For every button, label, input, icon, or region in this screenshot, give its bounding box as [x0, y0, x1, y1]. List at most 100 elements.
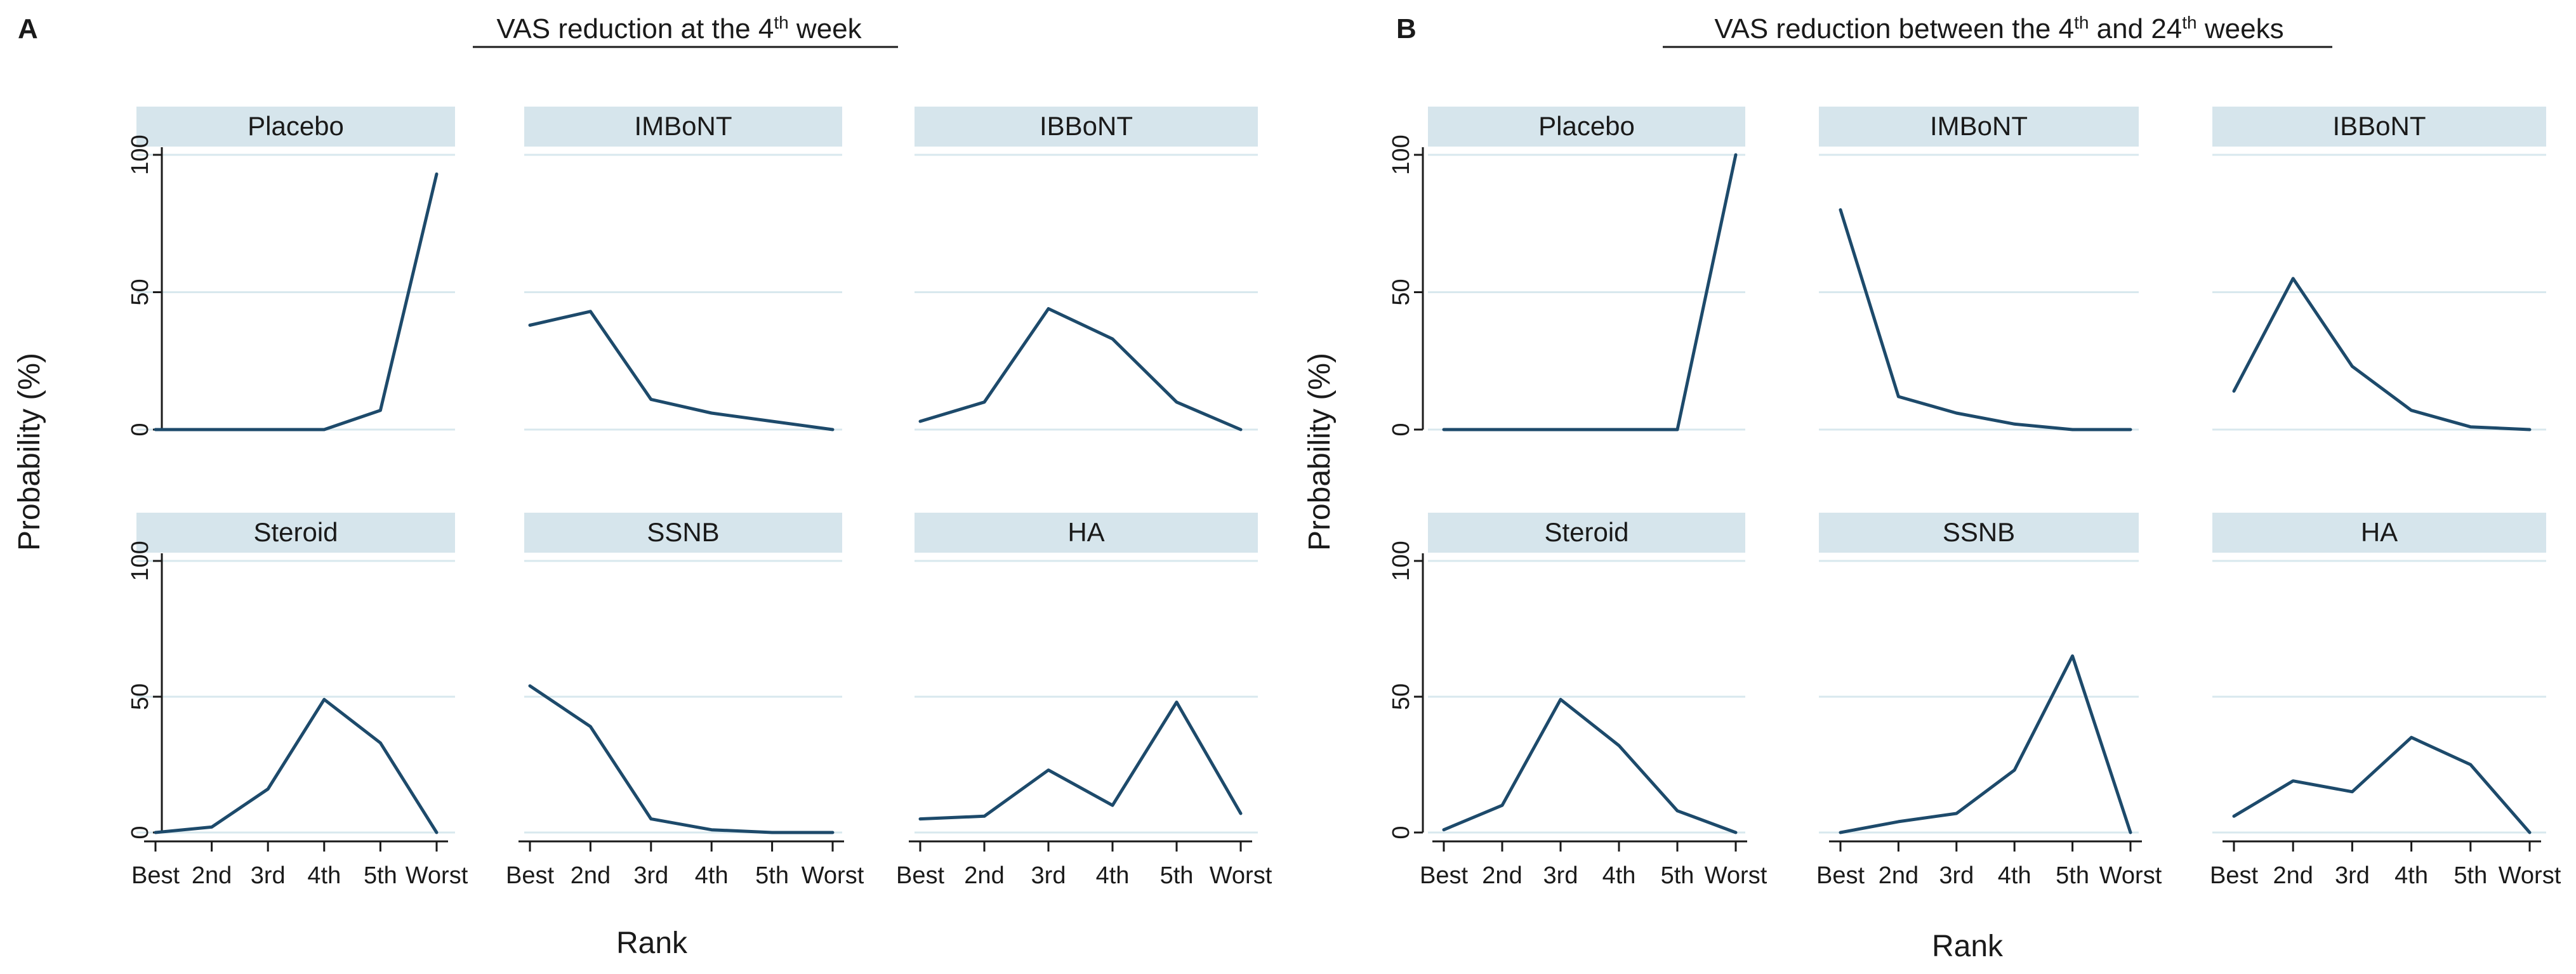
x-tick-label: 2nd [1482, 862, 1522, 889]
facet-strip [1428, 513, 1745, 553]
series-line-imbont [528, 310, 835, 431]
series-line-ha [918, 701, 1243, 821]
series-line-ibbont [918, 307, 1243, 431]
x-tick-label: 2nd [964, 862, 1004, 889]
y-axis-title: Probability (%) [1303, 353, 1337, 551]
y-axis-title: Probability (%) [13, 353, 46, 551]
subplot-ha: HA Best 2nd 3rd 4th 5th Worst [896, 513, 1272, 889]
subplot-ibbont: IBBoNT [915, 107, 1258, 431]
facet-label: IMBoNT [634, 111, 732, 141]
panel-title: VAS reduction at the 4th week [496, 13, 862, 45]
facet-label: IMBoNT [1930, 111, 2028, 141]
figure-panel-a: A VAS reduction at the 4th week Probabilit… [13, 13, 1272, 961]
title-text: VAS reduction between the 4 [1714, 13, 2074, 44]
x-tick-label: 3rd [1031, 862, 1066, 889]
title-text: weeks [2197, 13, 2284, 44]
y-tick-label: 50 [1388, 279, 1415, 305]
y-tick-label: 0 [1388, 423, 1415, 436]
y-tick-label: 0 [127, 423, 154, 436]
y-tick-label: 100 [127, 541, 154, 581]
facet-strip [524, 107, 842, 147]
title-superscript: th [774, 13, 788, 32]
series-line-imbont [1839, 208, 2132, 431]
subplot-imbont: IMBoNT [524, 107, 842, 431]
subplot-ssnb: SSNB Best 2nd 3rd 4th 5th Worst [1816, 513, 2162, 889]
facet-label: SSNB [647, 517, 719, 547]
x-tick-label: 4th [2394, 862, 2428, 889]
x-tick-label: 4th [1998, 862, 2031, 889]
panel-letter: B [1396, 13, 1417, 44]
x-tick-label: 3rd [251, 862, 286, 889]
subplot-imbont: IMBoNT [1819, 107, 2139, 431]
subplot-steroid: Steroid 0 50 100 Best 2nd 3rd 4th 5th Worst [1388, 513, 1767, 889]
series-line-ha [2232, 735, 2532, 834]
title-superscript: th [2182, 13, 2196, 32]
x-tick-label: 5th [755, 862, 789, 889]
x-axis-title: Rank [616, 926, 688, 960]
subplot-steroid: Steroid 0 50 100 Best 2nd 3rd 4th 5th Worst [127, 513, 468, 889]
x-tick-label: 5th [2056, 862, 2089, 889]
x-tick-label: 3rd [1543, 862, 1578, 889]
facet-label: Steroid [253, 517, 338, 547]
x-tick-label: Best [1816, 862, 1865, 889]
y-tick-label: 100 [127, 135, 154, 174]
x-tick-label: 3rd [633, 862, 668, 889]
series-line-placebo [154, 172, 439, 431]
facet-strip [524, 513, 842, 553]
facet-strip [915, 107, 1258, 147]
facet-label: HA [2361, 517, 2398, 547]
x-tick-label: Best [131, 862, 180, 889]
facet-strip [2212, 107, 2546, 147]
x-tick-label: 5th [1661, 862, 1694, 889]
series-line-ssnb [528, 684, 835, 834]
facet-strip [915, 513, 1258, 553]
x-tick-label: 2nd [1879, 862, 1919, 889]
figure-panel-b: B VAS reduction between the 4th and 24th … [1303, 13, 2561, 964]
x-axis-title: Rank [1932, 930, 2004, 963]
facet-label: IBBoNT [2332, 111, 2426, 141]
facet-strip [1428, 107, 1745, 147]
x-tick-label: 2nd [192, 862, 232, 889]
x-tick-label: Best [1420, 862, 1468, 889]
y-tick-label: 50 [127, 279, 154, 305]
x-tick-label: 5th [2454, 862, 2487, 889]
subplot-ha: HA Best 2nd 3rd 4th 5th Worst [2210, 513, 2561, 889]
y-tick-label: 50 [127, 683, 154, 710]
title-text: and 24 [2089, 13, 2182, 44]
y-tick-label: 100 [1388, 541, 1415, 581]
facet-label: Placebo [1538, 111, 1635, 141]
x-tick-label: 3rd [1939, 862, 1974, 889]
x-tick-label: Best [896, 862, 944, 889]
y-tick-label: 0 [127, 826, 154, 839]
x-tick-label: Worst [802, 862, 864, 889]
facet-label: Placebo [248, 111, 344, 141]
facet-strip [136, 513, 455, 553]
x-tick-label: 2nd [571, 862, 611, 889]
facet-label: HA [1067, 517, 1104, 547]
series-line-steroid [154, 697, 439, 834]
facet-label: Steroid [1544, 517, 1628, 547]
series-line-steroid [1442, 697, 1738, 834]
facet-strip [1819, 513, 2139, 553]
x-tick-label: 5th [364, 862, 397, 889]
subplot-ssnb: SSNB Best 2nd 3rd 4th 5th Worst [506, 513, 864, 889]
x-tick-label: 4th [307, 862, 341, 889]
x-tick-label: Best [2210, 862, 2258, 889]
subplot-placebo: Placebo 0 50 100 [1388, 107, 1745, 437]
facet-strip [1819, 107, 2139, 147]
x-tick-label: Worst [406, 862, 468, 889]
y-tick-label: 50 [1388, 683, 1415, 710]
title-text: VAS reduction at the 4 [496, 13, 774, 44]
title-superscript: th [2074, 13, 2089, 32]
title-text: week [789, 13, 862, 44]
series-line-placebo [1442, 153, 1738, 431]
x-tick-label: 4th [1602, 862, 1636, 889]
x-tick-label: 4th [1096, 862, 1130, 889]
series-line-ibbont [2232, 277, 2532, 431]
x-tick-label: 2nd [2273, 862, 2313, 889]
y-tick-label: 100 [1388, 135, 1415, 174]
x-tick-label: 5th [1160, 862, 1194, 889]
x-tick-label: 3rd [2335, 862, 2370, 889]
panel-letter: A [18, 13, 38, 44]
